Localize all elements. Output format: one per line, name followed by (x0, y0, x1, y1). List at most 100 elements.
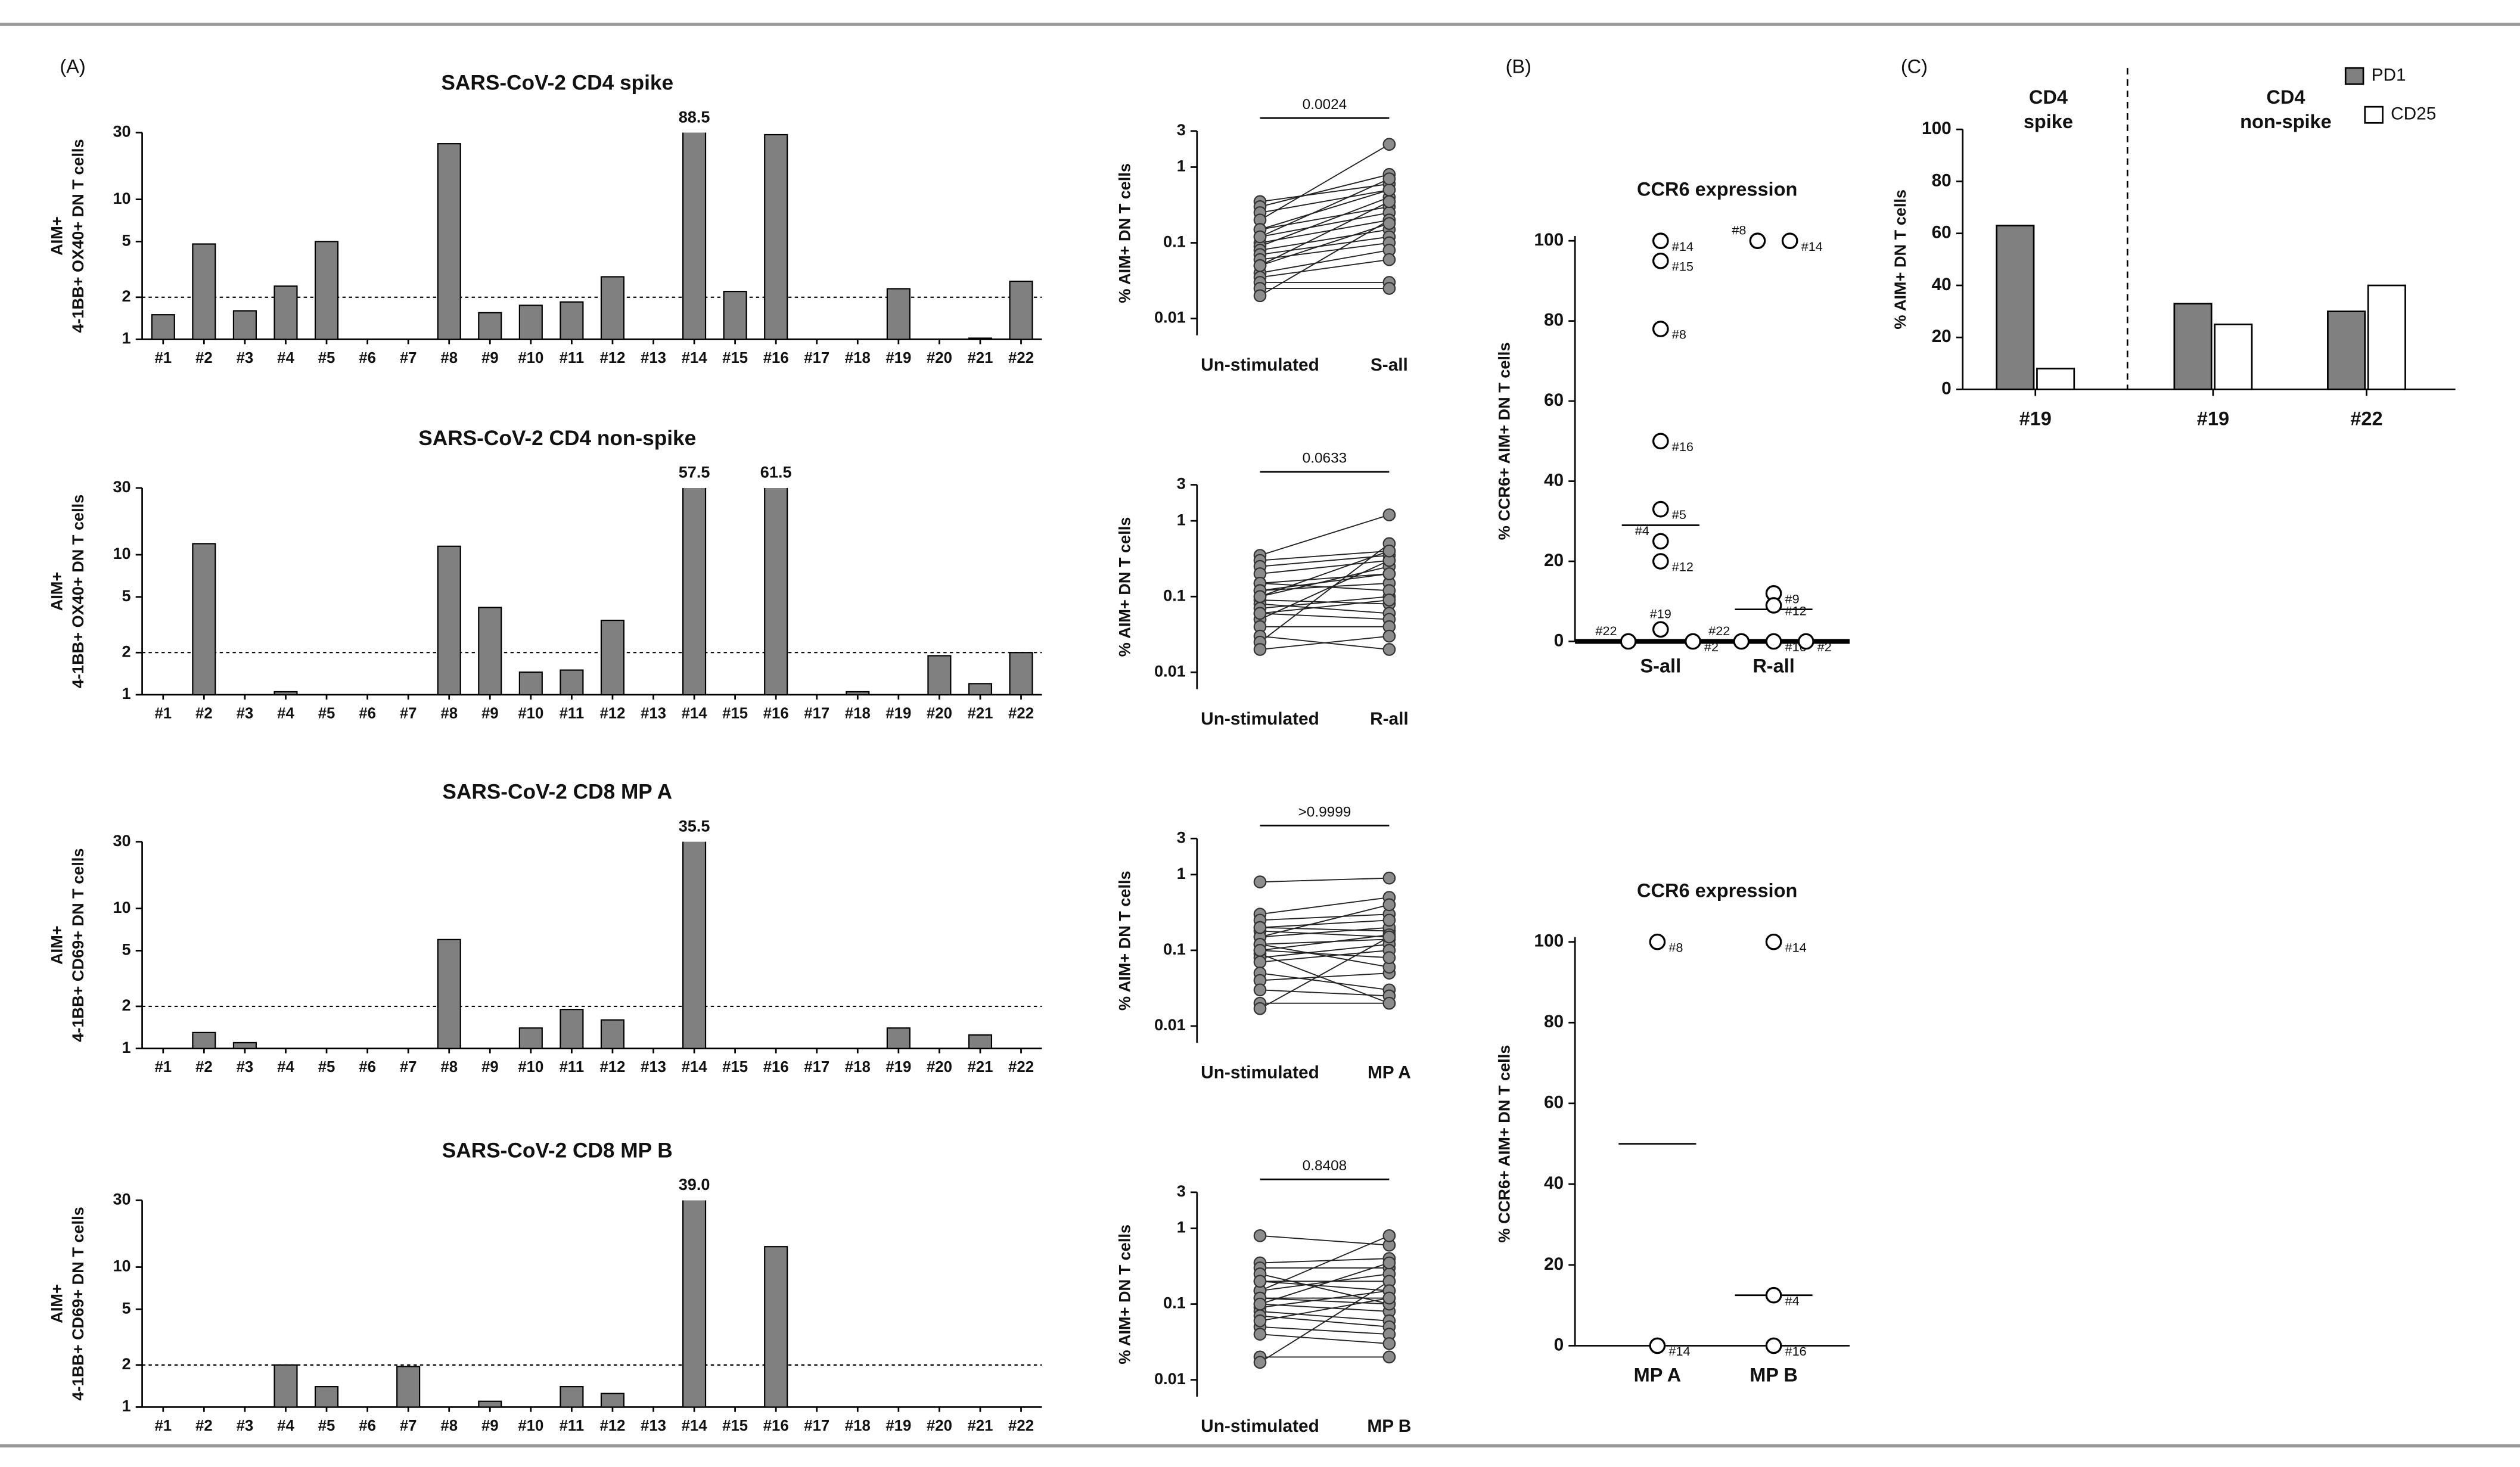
pair-line (1260, 1262, 1390, 1305)
point (1765, 633, 1782, 650)
x-tick-label: #10 (518, 1418, 543, 1434)
pair-line (1260, 197, 1390, 247)
point (1652, 321, 1669, 337)
point (1765, 1286, 1782, 1304)
pair-line (1260, 599, 1390, 614)
pair-line (1260, 927, 1390, 932)
x-tick-label: #6 (359, 350, 376, 366)
bar (560, 669, 584, 695)
x-tick-label: #15 (722, 350, 748, 366)
x-tick-label: #14 (682, 1418, 708, 1434)
pair-line (1260, 550, 1390, 598)
pair-line (1260, 1297, 1390, 1322)
pair-line (1260, 189, 1390, 213)
bar (968, 1034, 993, 1049)
point (1652, 252, 1669, 269)
bar (764, 487, 788, 695)
point (1382, 1291, 1396, 1305)
point-label: #15 (1672, 259, 1694, 273)
point (1253, 1328, 1267, 1341)
pair-line (1260, 949, 1390, 959)
x-tick-label: #9 (481, 705, 499, 722)
x-tick-label: R-all (1752, 655, 1794, 676)
value-label: 57.5 (679, 463, 710, 481)
bar (274, 1364, 298, 1407)
x-tick-label: #3 (237, 1059, 254, 1076)
bar (560, 1386, 584, 1407)
x-tick-label: #5 (318, 1418, 335, 1434)
x-tick-label: #7 (400, 1059, 417, 1076)
bar (274, 285, 298, 340)
pair-line (1260, 919, 1390, 928)
pair-line (1260, 972, 1390, 991)
legend-swatch (2364, 105, 2384, 124)
y-tick-label: 20 (1544, 551, 1564, 570)
y-tick-label: 40 (1544, 470, 1564, 490)
y-tick-label: 5 (122, 231, 131, 250)
panel-label: (A) (60, 56, 85, 77)
x-tick-label: #22 (1008, 1059, 1034, 1076)
bar (437, 938, 461, 1049)
bar (1009, 280, 1033, 340)
pair-line (1260, 943, 1390, 959)
chart-title: SARS-CoV-2 CD8 MP A (442, 781, 672, 804)
bar (600, 1393, 625, 1407)
bar (600, 620, 625, 695)
point (1382, 195, 1396, 209)
point (1253, 1314, 1267, 1328)
y-tick-label: 3 (1177, 120, 1186, 139)
x-tick-label: #19 (2019, 408, 2052, 430)
x-tick-label: #11 (560, 705, 585, 722)
point (1253, 983, 1267, 997)
y-tick-label: 1 (122, 684, 131, 703)
point (1253, 944, 1267, 957)
point (1382, 508, 1396, 521)
x-tick-label: MP A (1368, 1063, 1411, 1083)
x-tick-label: #11 (560, 350, 585, 366)
x-tick-label: #5 (318, 705, 335, 722)
point (1382, 996, 1396, 1010)
x-tick-label: #20 (927, 350, 952, 366)
y-axis-label: 4-1BB+ OX40+ DN T cells (69, 495, 87, 688)
pair-line (1260, 573, 1390, 584)
x-tick-label: S-all (1371, 355, 1408, 375)
y-tick-label: 0.1 (1163, 940, 1186, 958)
x-tick-label: #19 (885, 705, 911, 722)
x-tick-label: #1 (154, 1059, 172, 1076)
pair-line (1260, 927, 1390, 938)
point (1685, 633, 1701, 650)
bar (1996, 225, 2035, 390)
x-tick-label: MP B (1367, 1416, 1411, 1436)
point (1765, 933, 1782, 950)
point (1382, 1229, 1396, 1242)
y-tick-label: 40 (1932, 275, 1952, 294)
point-label: #14 (1785, 940, 1807, 955)
x-tick-label: #13 (641, 1418, 666, 1434)
x-tick-label: #18 (845, 1418, 871, 1434)
x-tick-label: S-all (1640, 655, 1681, 676)
y-tick-label: 20 (1932, 327, 1952, 346)
y-tick-label: 1 (1177, 157, 1186, 175)
pair-line (1260, 943, 1390, 968)
point (1382, 629, 1396, 643)
x-tick-label: #19 (885, 350, 911, 366)
bar (2327, 310, 2366, 390)
bar (682, 132, 707, 340)
point-label: #2 (1704, 639, 1719, 654)
pair-line (1260, 913, 1390, 921)
x-tick-label: #9 (481, 1418, 499, 1434)
pair-line (1260, 178, 1390, 238)
bar (886, 288, 911, 340)
y-axis-label: AIM+ (48, 216, 66, 256)
pair-line (1260, 560, 1390, 620)
x-tick-label: #12 (599, 1059, 625, 1076)
chart-title: SARS-CoV-2 CD4 spike (441, 72, 673, 95)
bar (2173, 303, 2213, 390)
x-tick-label: #5 (318, 1059, 335, 1076)
y-axis-label: % AIM+ DN T cells (1115, 1224, 1134, 1365)
pair-line (1260, 1290, 1390, 1309)
point (1253, 590, 1267, 604)
point-label: #8 (1668, 940, 1683, 955)
x-tick-label: #6 (359, 1059, 376, 1076)
